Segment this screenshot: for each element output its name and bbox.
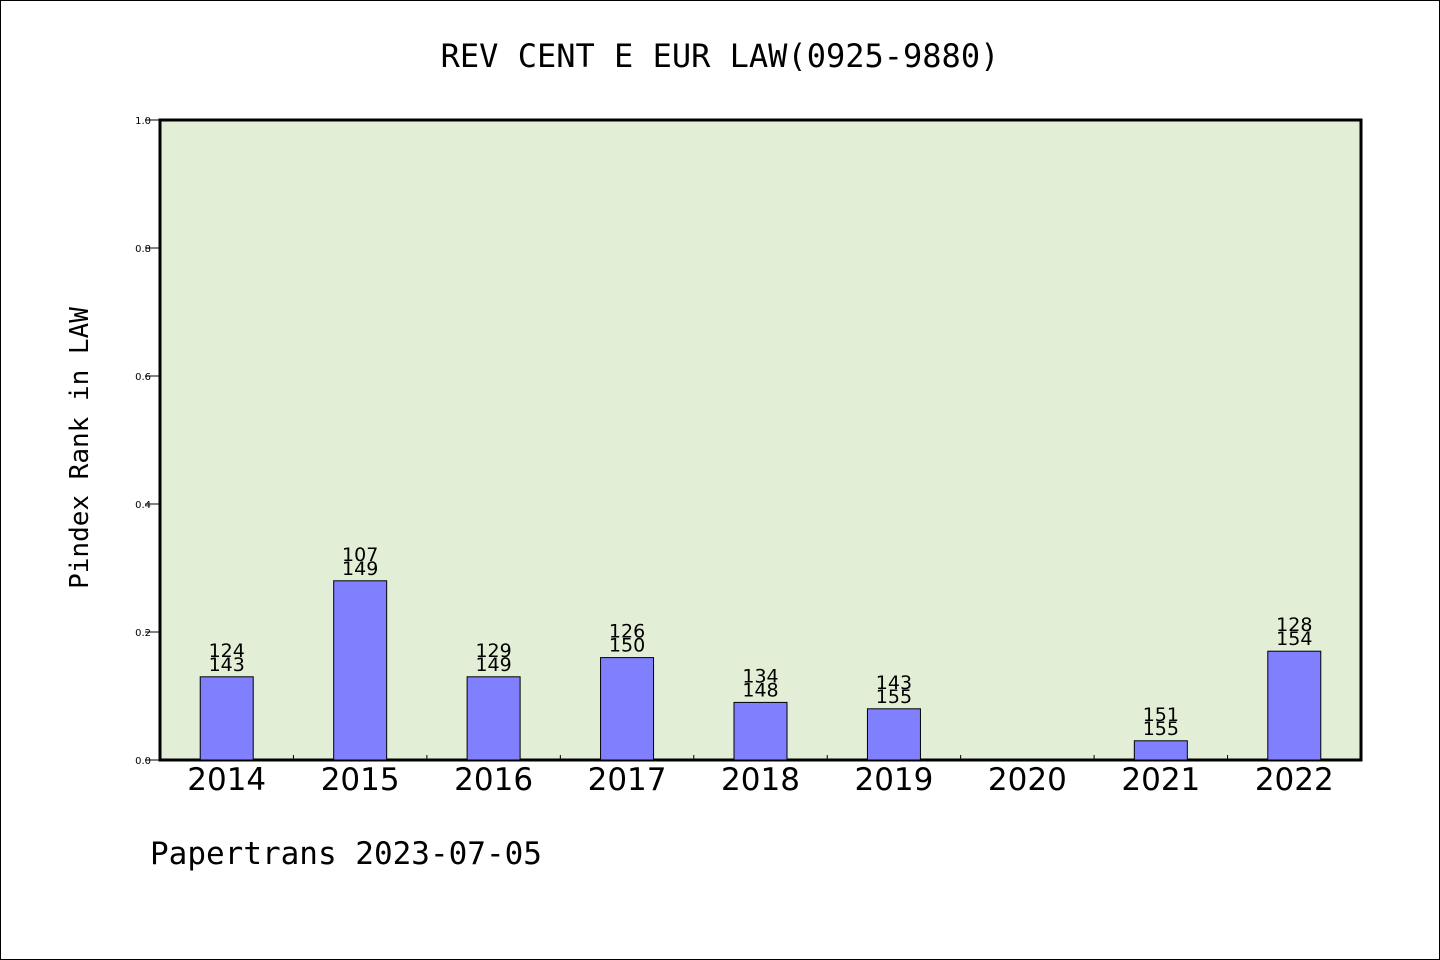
x-tick-label: 2015 — [321, 762, 400, 798]
bar-2022 — [1267, 650, 1322, 761]
bars — [199, 580, 1322, 761]
x-tick-label: 2022 — [1255, 762, 1334, 798]
x-tick-label: 2018 — [721, 762, 800, 798]
x-tick-label: 2021 — [1121, 762, 1200, 798]
y-tick-label: 1.0 — [135, 116, 151, 127]
x-tick-label: 2016 — [454, 762, 533, 798]
y-tick-label: 0.2 — [135, 628, 151, 639]
footer-credit: Papertrans 2023-07-05 — [150, 836, 542, 872]
y-tick-label: 0.6 — [135, 372, 151, 383]
total-label: 149 — [342, 558, 378, 580]
y-axis-label: Pindex Rank in LAW — [65, 307, 95, 589]
bar-2016 — [466, 676, 521, 761]
bar-2021 — [1133, 740, 1188, 761]
rank-label: 128 — [1276, 614, 1312, 636]
bar-2015 — [333, 580, 388, 761]
x-tick-label: 2014 — [187, 762, 266, 798]
rank-label: 124 — [209, 640, 245, 662]
bar-2014 — [199, 676, 254, 761]
total-label: 149 — [475, 654, 511, 676]
y-axis-ticks: 0.0 0.2 0.4 0.6 0.8 1.0 — [135, 116, 160, 767]
bar-2018 — [733, 701, 788, 761]
x-tick-label: 2020 — [988, 762, 1067, 798]
bar-2017 — [600, 657, 655, 761]
total-label: 148 — [742, 679, 778, 701]
x-axis-ticks: 2014 2015 2016 2017 2018 2019 2020 2021 2022 — [187, 755, 1334, 798]
y-tick-label: 0.0 — [135, 756, 151, 767]
y-tick-label: 0.4 — [135, 500, 151, 511]
total-label: 143 — [209, 654, 245, 676]
rank-label: 151 — [1143, 704, 1179, 726]
total-label: 154 — [1276, 628, 1312, 650]
total-label: 150 — [609, 635, 645, 657]
rank-label: 134 — [742, 665, 778, 687]
total-label: 155 — [876, 686, 912, 708]
rank-label: 143 — [876, 672, 912, 694]
total-label: 155 — [1143, 718, 1179, 740]
rank-label: 126 — [609, 621, 645, 643]
rank-label: 107 — [342, 544, 378, 566]
x-tick-label: 2017 — [588, 762, 667, 798]
rank-label: 129 — [475, 640, 511, 662]
y-tick-label: 0.8 — [135, 244, 151, 255]
x-tick-label: 2019 — [854, 762, 933, 798]
bar-2019 — [866, 708, 921, 761]
chart-title: REV CENT E EUR LAW(0925-9880) — [441, 37, 1000, 75]
